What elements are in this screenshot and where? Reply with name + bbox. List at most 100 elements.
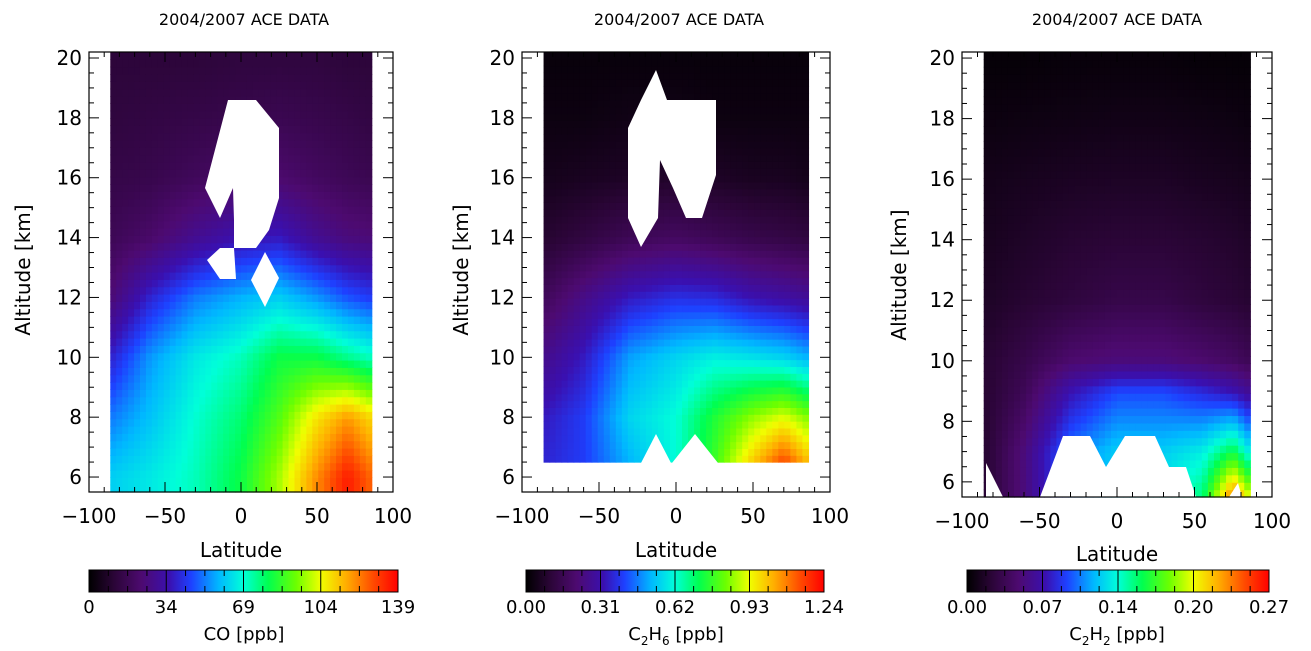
heatmap-cell xyxy=(543,65,551,74)
heatmap-cell xyxy=(700,386,707,395)
heatmap-cell xyxy=(603,58,611,67)
heatmap-cell xyxy=(342,220,349,229)
heatmap-cell xyxy=(342,228,349,236)
heatmap-cell xyxy=(134,147,141,156)
heatmap-cell xyxy=(603,209,611,217)
heatmap-cell xyxy=(724,304,731,313)
heatmap-cell xyxy=(175,272,183,280)
heatmap-cell xyxy=(241,286,248,295)
heatmap-cell xyxy=(639,373,647,381)
heatmap-cell xyxy=(312,279,319,288)
heatmap-cell xyxy=(579,72,587,80)
heatmap-cell xyxy=(151,433,159,442)
heatmap-cell xyxy=(199,382,206,390)
heatmap-cell xyxy=(330,345,337,354)
heatmap-cell xyxy=(579,311,587,320)
heatmap-cell xyxy=(645,339,653,347)
heatmap-cell xyxy=(342,242,349,251)
heatmap-cell xyxy=(223,88,230,97)
heatmap-cell xyxy=(359,330,367,339)
heatmap-cell xyxy=(742,229,749,238)
heatmap-cell xyxy=(163,74,171,82)
heatmap-cell xyxy=(567,257,575,265)
heatmap-cell xyxy=(353,147,361,156)
heatmap-cell xyxy=(627,393,635,402)
heatmap-cell xyxy=(110,140,117,148)
heatmap-cell xyxy=(229,279,236,288)
heatmap-cell xyxy=(694,222,701,231)
heatmap-cell xyxy=(175,455,183,464)
heatmap-cell xyxy=(330,162,337,170)
heatmap-cell xyxy=(585,318,593,326)
heatmap-cell xyxy=(300,433,307,442)
heatmap-cell xyxy=(549,175,557,183)
heatmap-cell xyxy=(585,386,593,395)
heatmap-cell xyxy=(543,257,551,265)
heatmap-cell xyxy=(312,198,319,207)
heatmap-cell xyxy=(609,72,617,80)
heatmap-cell xyxy=(157,404,165,412)
heatmap-cell xyxy=(754,291,761,299)
heatmap-cell xyxy=(549,414,557,422)
heatmap-cell xyxy=(712,393,719,402)
heatmap-cell xyxy=(157,308,165,317)
heatmap-cell xyxy=(169,301,177,310)
heatmap-cell xyxy=(579,236,587,244)
heatmap-cell xyxy=(181,206,189,214)
heatmap-cell xyxy=(312,162,319,170)
heatmap-cell xyxy=(657,407,665,415)
heatmap-cell xyxy=(549,421,557,429)
heatmap-cell xyxy=(235,264,242,273)
heatmap-cell xyxy=(110,59,117,68)
heatmap-cell xyxy=(694,339,701,347)
heatmap-cell xyxy=(318,484,325,493)
heatmap-cell xyxy=(318,191,325,200)
heatmap-cell xyxy=(294,191,302,200)
heatmap-cell xyxy=(359,242,367,251)
heatmap-cell xyxy=(615,52,623,60)
heatmap-cell xyxy=(163,338,171,346)
heatmap-cell xyxy=(633,448,641,456)
heatmap-cell xyxy=(597,332,605,340)
heatmap-cell xyxy=(669,427,677,436)
heatmap-cell xyxy=(573,441,581,449)
heatmap-cell xyxy=(342,360,349,368)
heatmap-cell xyxy=(258,367,266,376)
heatmap-cell xyxy=(336,470,343,478)
heatmap-cell xyxy=(573,455,581,463)
heatmap-cell xyxy=(706,380,713,388)
heatmap-cell xyxy=(615,448,623,456)
heatmap-cell xyxy=(324,455,331,464)
heatmap-cell xyxy=(682,93,689,101)
heatmap-cell xyxy=(342,433,349,442)
heatmap-cell xyxy=(229,484,236,493)
heatmap-cell xyxy=(760,250,767,258)
heatmap-cell xyxy=(591,427,599,436)
heatmap-cell xyxy=(585,332,593,340)
heatmap-cell xyxy=(718,400,725,408)
heatmap-cell xyxy=(573,93,581,101)
heatmap-cell xyxy=(645,270,653,279)
heatmap-cell xyxy=(543,441,551,449)
panel-co: 2004/2007 ACE DATA −100 −50 0 50 100 6810121… xyxy=(11,10,415,645)
heatmap-cell xyxy=(169,213,177,222)
heatmap-cell xyxy=(205,448,212,456)
heatmap-cell xyxy=(718,427,725,436)
heatmap-cell xyxy=(336,162,343,170)
heatmap-cell xyxy=(205,360,212,368)
heatmap-cell xyxy=(175,74,183,82)
heatmap-cell xyxy=(579,106,587,115)
heatmap-cell xyxy=(748,195,755,203)
heatmap-cell xyxy=(359,352,367,361)
heatmap-cell xyxy=(627,229,635,238)
heatmap-cell xyxy=(205,286,212,295)
heatmap-cell xyxy=(543,79,551,87)
heatmap-cell xyxy=(151,250,159,258)
heatmap-cell xyxy=(579,291,587,299)
heatmap-cell xyxy=(700,222,707,231)
heatmap-cell xyxy=(555,339,563,347)
heatmap-cell xyxy=(330,118,337,126)
heatmap-cell xyxy=(199,448,206,456)
heatmap-cell xyxy=(193,184,201,192)
heatmap-cell xyxy=(217,323,224,332)
